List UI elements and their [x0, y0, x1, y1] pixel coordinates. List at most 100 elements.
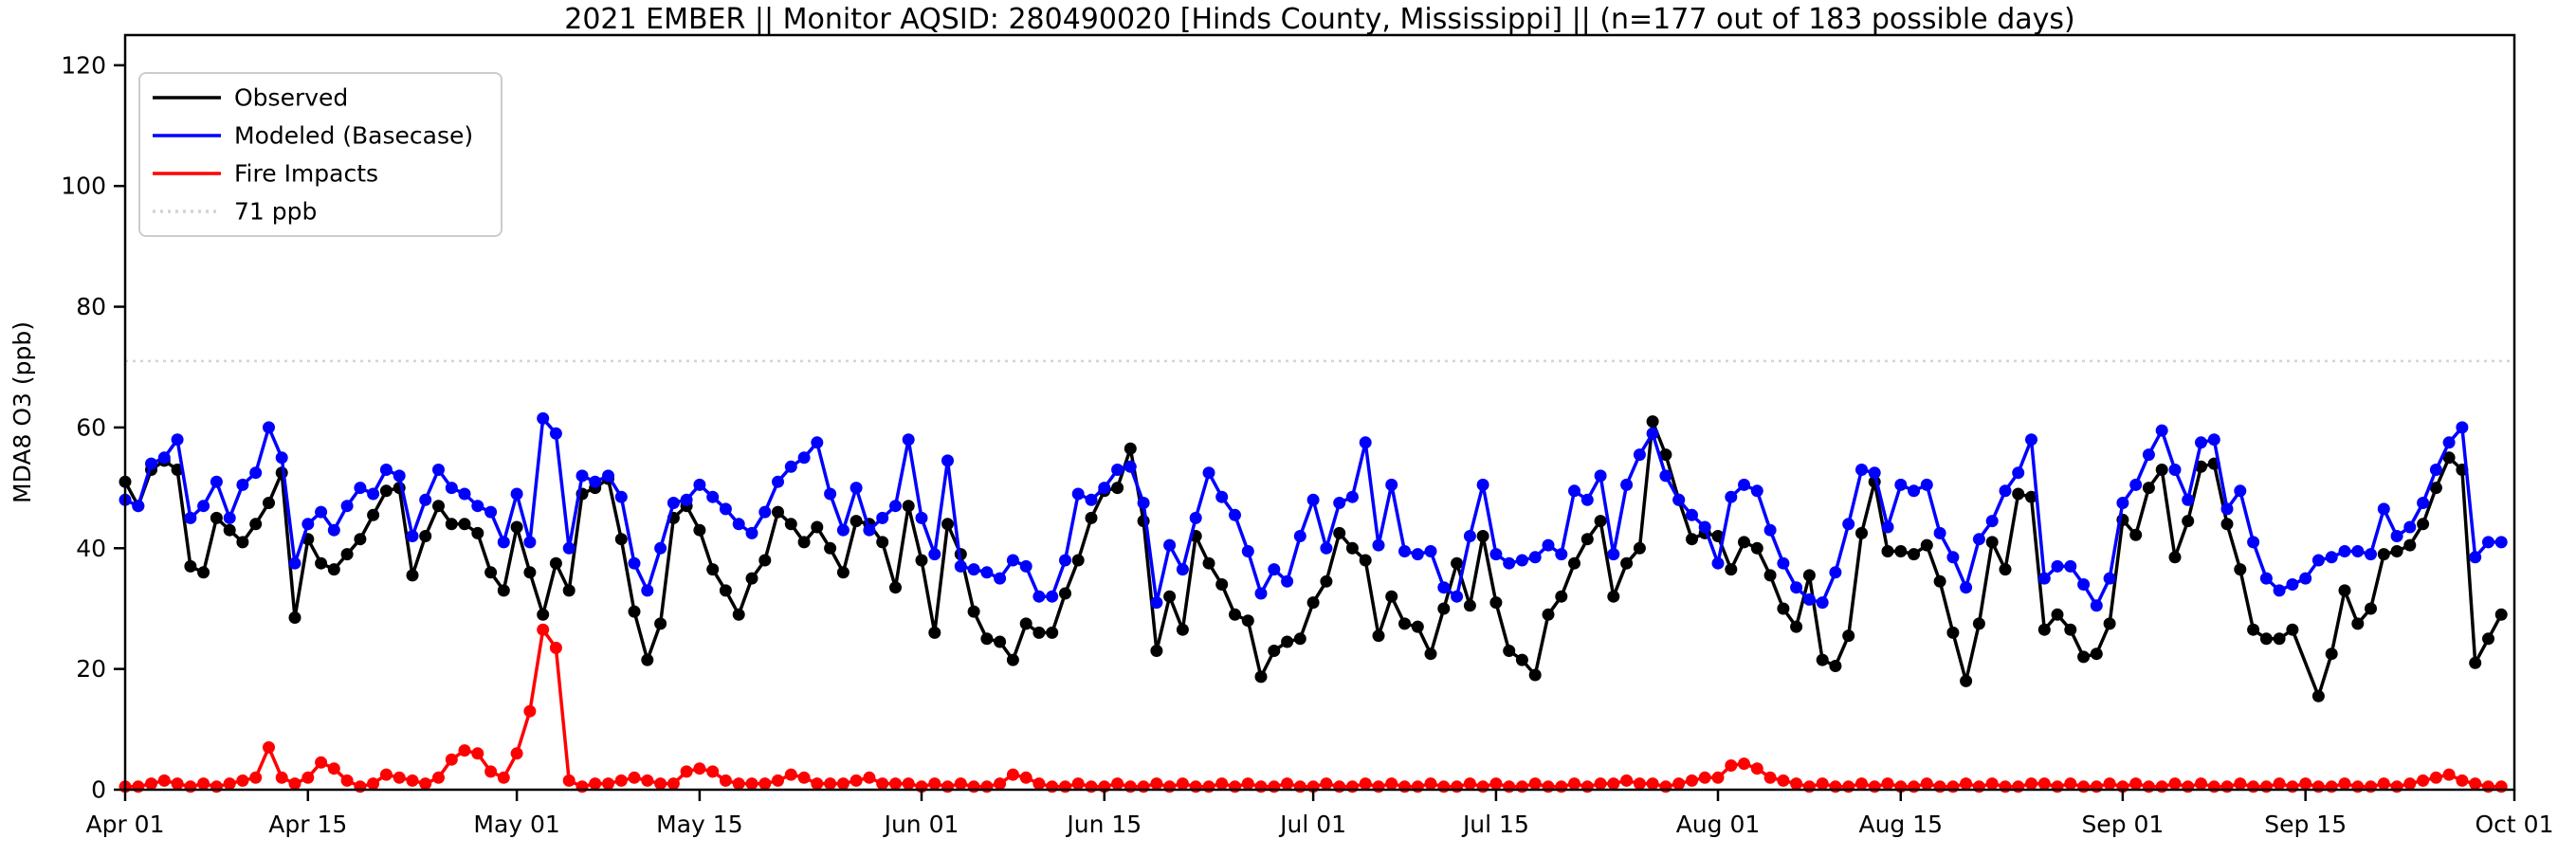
data-point-modeled-basecase-	[2195, 436, 2207, 449]
data-point-modeled-basecase-	[1163, 538, 1177, 552]
data-point-modeled-basecase-	[1829, 566, 1842, 579]
data-point-fire-impacts	[1711, 771, 1725, 784]
data-point-modeled-basecase-	[2377, 502, 2390, 516]
data-point-observed	[1881, 545, 1894, 557]
data-point-fire-impacts	[223, 777, 236, 791]
data-point-modeled-basecase-	[510, 487, 523, 501]
data-point-fire-impacts	[1633, 777, 1646, 791]
data-point-modeled-basecase-	[1006, 554, 1019, 567]
data-point-observed	[458, 518, 471, 531]
data-point-observed	[1985, 536, 1999, 549]
data-point-fire-impacts	[2273, 777, 2286, 791]
data-point-observed	[1268, 645, 1281, 657]
data-point-observed	[1908, 548, 1921, 561]
data-point-fire-impacts	[602, 777, 614, 791]
data-point-modeled-basecase-	[197, 500, 210, 513]
data-point-fire-impacts	[1202, 780, 1215, 793]
data-point-fire-impacts	[1032, 777, 1046, 791]
data-point-fire-impacts	[2129, 777, 2143, 791]
data-point-observed	[471, 526, 484, 539]
data-point-modeled-basecase-	[1972, 533, 1985, 546]
data-point-modeled-basecase-	[2338, 545, 2351, 557]
data-point-observed	[772, 505, 784, 519]
x-tick-label: Apr 01	[85, 811, 164, 838]
data-point-fire-impacts	[1855, 777, 1868, 791]
data-point-fire-impacts	[680, 765, 693, 778]
data-point-fire-impacts	[1071, 777, 1085, 791]
data-point-modeled-basecase-	[340, 500, 354, 513]
data-point-observed	[223, 523, 236, 537]
data-point-fire-impacts	[2325, 780, 2338, 793]
data-point-modeled-basecase-	[1032, 590, 1046, 603]
data-point-modeled-basecase-	[1711, 556, 1725, 570]
data-point-observed	[484, 566, 498, 579]
data-point-observed	[758, 554, 772, 567]
data-point-modeled-basecase-	[2077, 578, 2091, 591]
data-point-fire-impacts	[1659, 780, 1672, 793]
data-point-fire-impacts	[263, 740, 275, 754]
data-point-observed	[1920, 538, 1933, 552]
data-point-fire-impacts	[1672, 777, 1686, 791]
data-point-observed	[1229, 608, 1241, 621]
data-point-fire-impacts	[2403, 777, 2417, 791]
data-point-fire-impacts	[1241, 777, 1254, 791]
data-point-observed	[2129, 528, 2143, 541]
data-point-observed	[2259, 632, 2273, 646]
data-point-observed	[967, 605, 980, 618]
data-point-modeled-basecase-	[1437, 581, 1451, 594]
data-point-modeled-basecase-	[994, 572, 1007, 585]
data-point-modeled-basecase-	[1451, 590, 1464, 603]
data-point-fire-impacts	[772, 774, 784, 787]
data-point-fire-impacts	[1437, 780, 1451, 793]
data-point-fire-impacts	[1555, 780, 1568, 793]
data-point-modeled-basecase-	[1933, 526, 1946, 539]
data-point-observed	[2442, 451, 2456, 465]
data-point-modeled-basecase-	[1633, 448, 1646, 462]
data-point-fire-impacts	[497, 771, 510, 784]
data-point-observed	[836, 566, 850, 579]
data-point-observed	[340, 548, 354, 561]
data-point-modeled-basecase-	[2103, 572, 2116, 585]
data-point-observed	[1515, 653, 1528, 666]
data-point-modeled-basecase-	[797, 451, 811, 465]
data-point-fire-impacts	[980, 780, 994, 793]
data-point-fire-impacts	[1398, 780, 1411, 793]
data-point-observed	[1176, 623, 1189, 636]
data-point-modeled-basecase-	[824, 487, 837, 501]
data-point-modeled-basecase-	[836, 523, 850, 537]
axes-spines	[123, 33, 2516, 792]
data-point-fire-impacts	[1006, 768, 1019, 781]
data-point-observed	[1320, 574, 1333, 588]
data-point-observed	[1763, 569, 1777, 582]
data-point-observed	[1725, 563, 1738, 576]
data-point-observed	[1738, 536, 1750, 549]
data-point-modeled-basecase-	[1999, 484, 2012, 498]
data-point-fire-impacts	[1176, 777, 1189, 791]
data-point-fire-impacts	[1777, 774, 1790, 787]
data-point-fire-impacts	[2012, 780, 2025, 793]
data-point-fire-impacts	[1960, 777, 1973, 791]
data-point-modeled-basecase-	[2025, 433, 2037, 447]
data-point-fire-impacts	[1372, 780, 1385, 793]
data-point-modeled-basecase-	[1176, 563, 1189, 576]
data-point-fire-impacts	[1215, 777, 1229, 791]
data-point-modeled-basecase-	[680, 493, 693, 506]
data-point-observed	[876, 536, 889, 549]
data-point-modeled-basecase-	[2299, 572, 2312, 585]
data-point-observed	[928, 626, 941, 639]
data-point-observed	[784, 518, 797, 531]
data-point-observed	[1542, 608, 1555, 621]
data-point-fire-impacts	[1528, 777, 1542, 791]
data-point-observed	[1476, 530, 1489, 542]
data-point-fire-impacts	[994, 777, 1007, 791]
data-point-modeled-basecase-	[1320, 541, 1333, 555]
data-point-fire-impacts	[654, 777, 667, 791]
data-point-observed	[1829, 660, 1842, 672]
data-point-observed	[1816, 653, 1829, 666]
data-point-modeled-basecase-	[1254, 587, 1268, 600]
data-point-observed	[1333, 526, 1346, 539]
data-point-modeled-basecase-	[641, 584, 654, 597]
data-point-fire-impacts	[1476, 780, 1489, 793]
data-point-modeled-basecase-	[1920, 478, 1933, 491]
data-point-observed	[654, 617, 667, 630]
